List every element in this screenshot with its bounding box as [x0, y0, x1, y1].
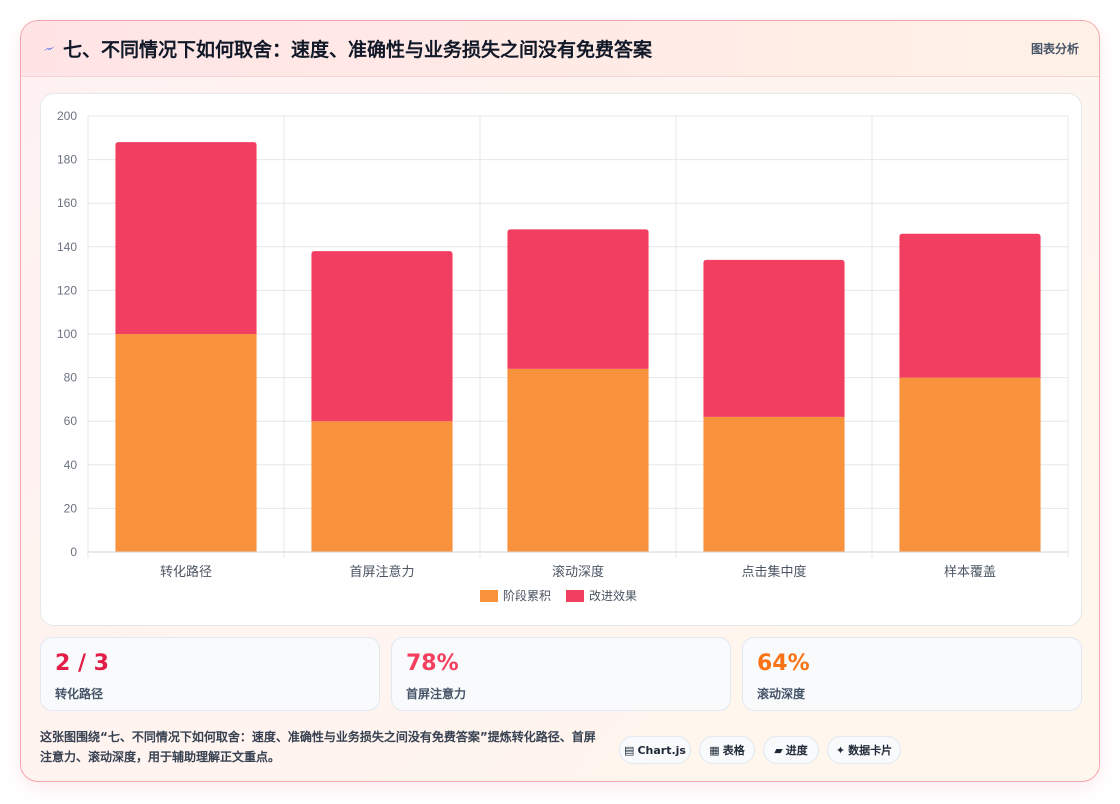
chip-data-card[interactable]: ✦ 数据卡片 [827, 736, 901, 764]
bar-segment [899, 377, 1041, 552]
x-tick-label: 点击集中度 [741, 564, 806, 579]
stat-value: 2 / 3 [55, 651, 109, 676]
stacked-bar-chart: 0 20 40 60 80 100 120 140 160 180 200 转化路径 首屏注意力 滚动深度… [57, 109, 1069, 603]
y-tick-label: 80 [64, 371, 78, 385]
y-tick-label: 120 [57, 283, 77, 297]
lightning-icon [43, 46, 55, 51]
bar-segment [311, 251, 453, 422]
bar-segment [703, 416, 845, 552]
bar-segment [899, 233, 1041, 378]
bar-segment [311, 421, 453, 552]
legend-label: 阶段累积 [503, 588, 551, 603]
bar-segment [507, 368, 649, 552]
card-header: 七、不同情况下如何取舍：速度、准确性与业务损失之间没有免费答案 图表分析 [21, 21, 1099, 77]
y-tick-label: 200 [57, 109, 77, 123]
chip-table[interactable]: ▦ 表格 [699, 736, 755, 764]
chart-panel: 0 20 40 60 80 100 120 140 160 180 200 转化路径 首屏注意力 滚动深度… [40, 93, 1082, 626]
y-tick-label: 100 [57, 327, 77, 341]
page-title: 七、不同情况下如何取舍：速度、准确性与业务损失之间没有免费答案 [63, 39, 653, 61]
chip-chartjs[interactable]: ▤ Chart.js [619, 736, 691, 764]
stat-label: 滚动深度 [757, 687, 806, 701]
stat-label: 首屏注意力 [406, 687, 467, 701]
chip-label: 进度 [785, 744, 808, 757]
x-tick-label: 首屏注意力 [349, 564, 414, 579]
legend-label: 改进效果 [589, 588, 637, 603]
bar-segment [115, 142, 257, 334]
stat-value: 64% [757, 651, 810, 676]
x-tick-label: 样本覆盖 [944, 564, 996, 579]
y-tick-label: 60 [64, 414, 78, 428]
card-icon: ✦ [835, 743, 846, 757]
y-tick-label: 140 [57, 240, 77, 254]
stat-label: 转化路径 [55, 687, 104, 701]
stat-cards: 2 / 3 转化路径 78% 首屏注意力 64% 滚动深度 [40, 637, 1082, 711]
x-tick-label: 滚动深度 [552, 564, 604, 579]
stat-card: 64% 滚动深度 [742, 637, 1082, 711]
chip-label: Chart.js [637, 743, 686, 757]
bar-segment [507, 229, 649, 369]
legend-swatch [566, 590, 584, 602]
y-tick-label: 180 [57, 153, 77, 167]
y-tick-label: 40 [64, 458, 78, 472]
chip-label: 数据卡片 [848, 744, 893, 757]
chart-icon: ▤ [624, 743, 635, 757]
y-tick-label: 160 [57, 196, 77, 210]
chip-label: 表格 [722, 744, 745, 757]
legend-swatch [480, 590, 498, 602]
progress-icon: ▰ [774, 743, 783, 757]
chart-card: 七、不同情况下如何取舍：速度、准确性与业务损失之间没有免费答案 图表分析 0 20… [20, 20, 1100, 782]
chart-description: 这张图围绕“七、不同情况下如何取舍：速度、准确性与业务损失之间没有免费答案”提炼… [40, 730, 596, 764]
bar-segment [703, 259, 845, 417]
chip-progress[interactable]: ▰ 进度 [763, 736, 819, 764]
y-tick-label: 0 [70, 545, 77, 559]
y-tick-label: 20 [64, 501, 78, 515]
x-tick-label: 转化路径 [160, 564, 212, 579]
chart-analysis-tag: 图表分析 [1030, 42, 1079, 56]
stat-card: 2 / 3 转化路径 [40, 637, 380, 711]
stat-card: 78% 首屏注意力 [391, 637, 731, 711]
bar-segment [115, 334, 257, 552]
stat-value: 78% [406, 651, 459, 676]
table-icon: ▦ [709, 743, 720, 757]
